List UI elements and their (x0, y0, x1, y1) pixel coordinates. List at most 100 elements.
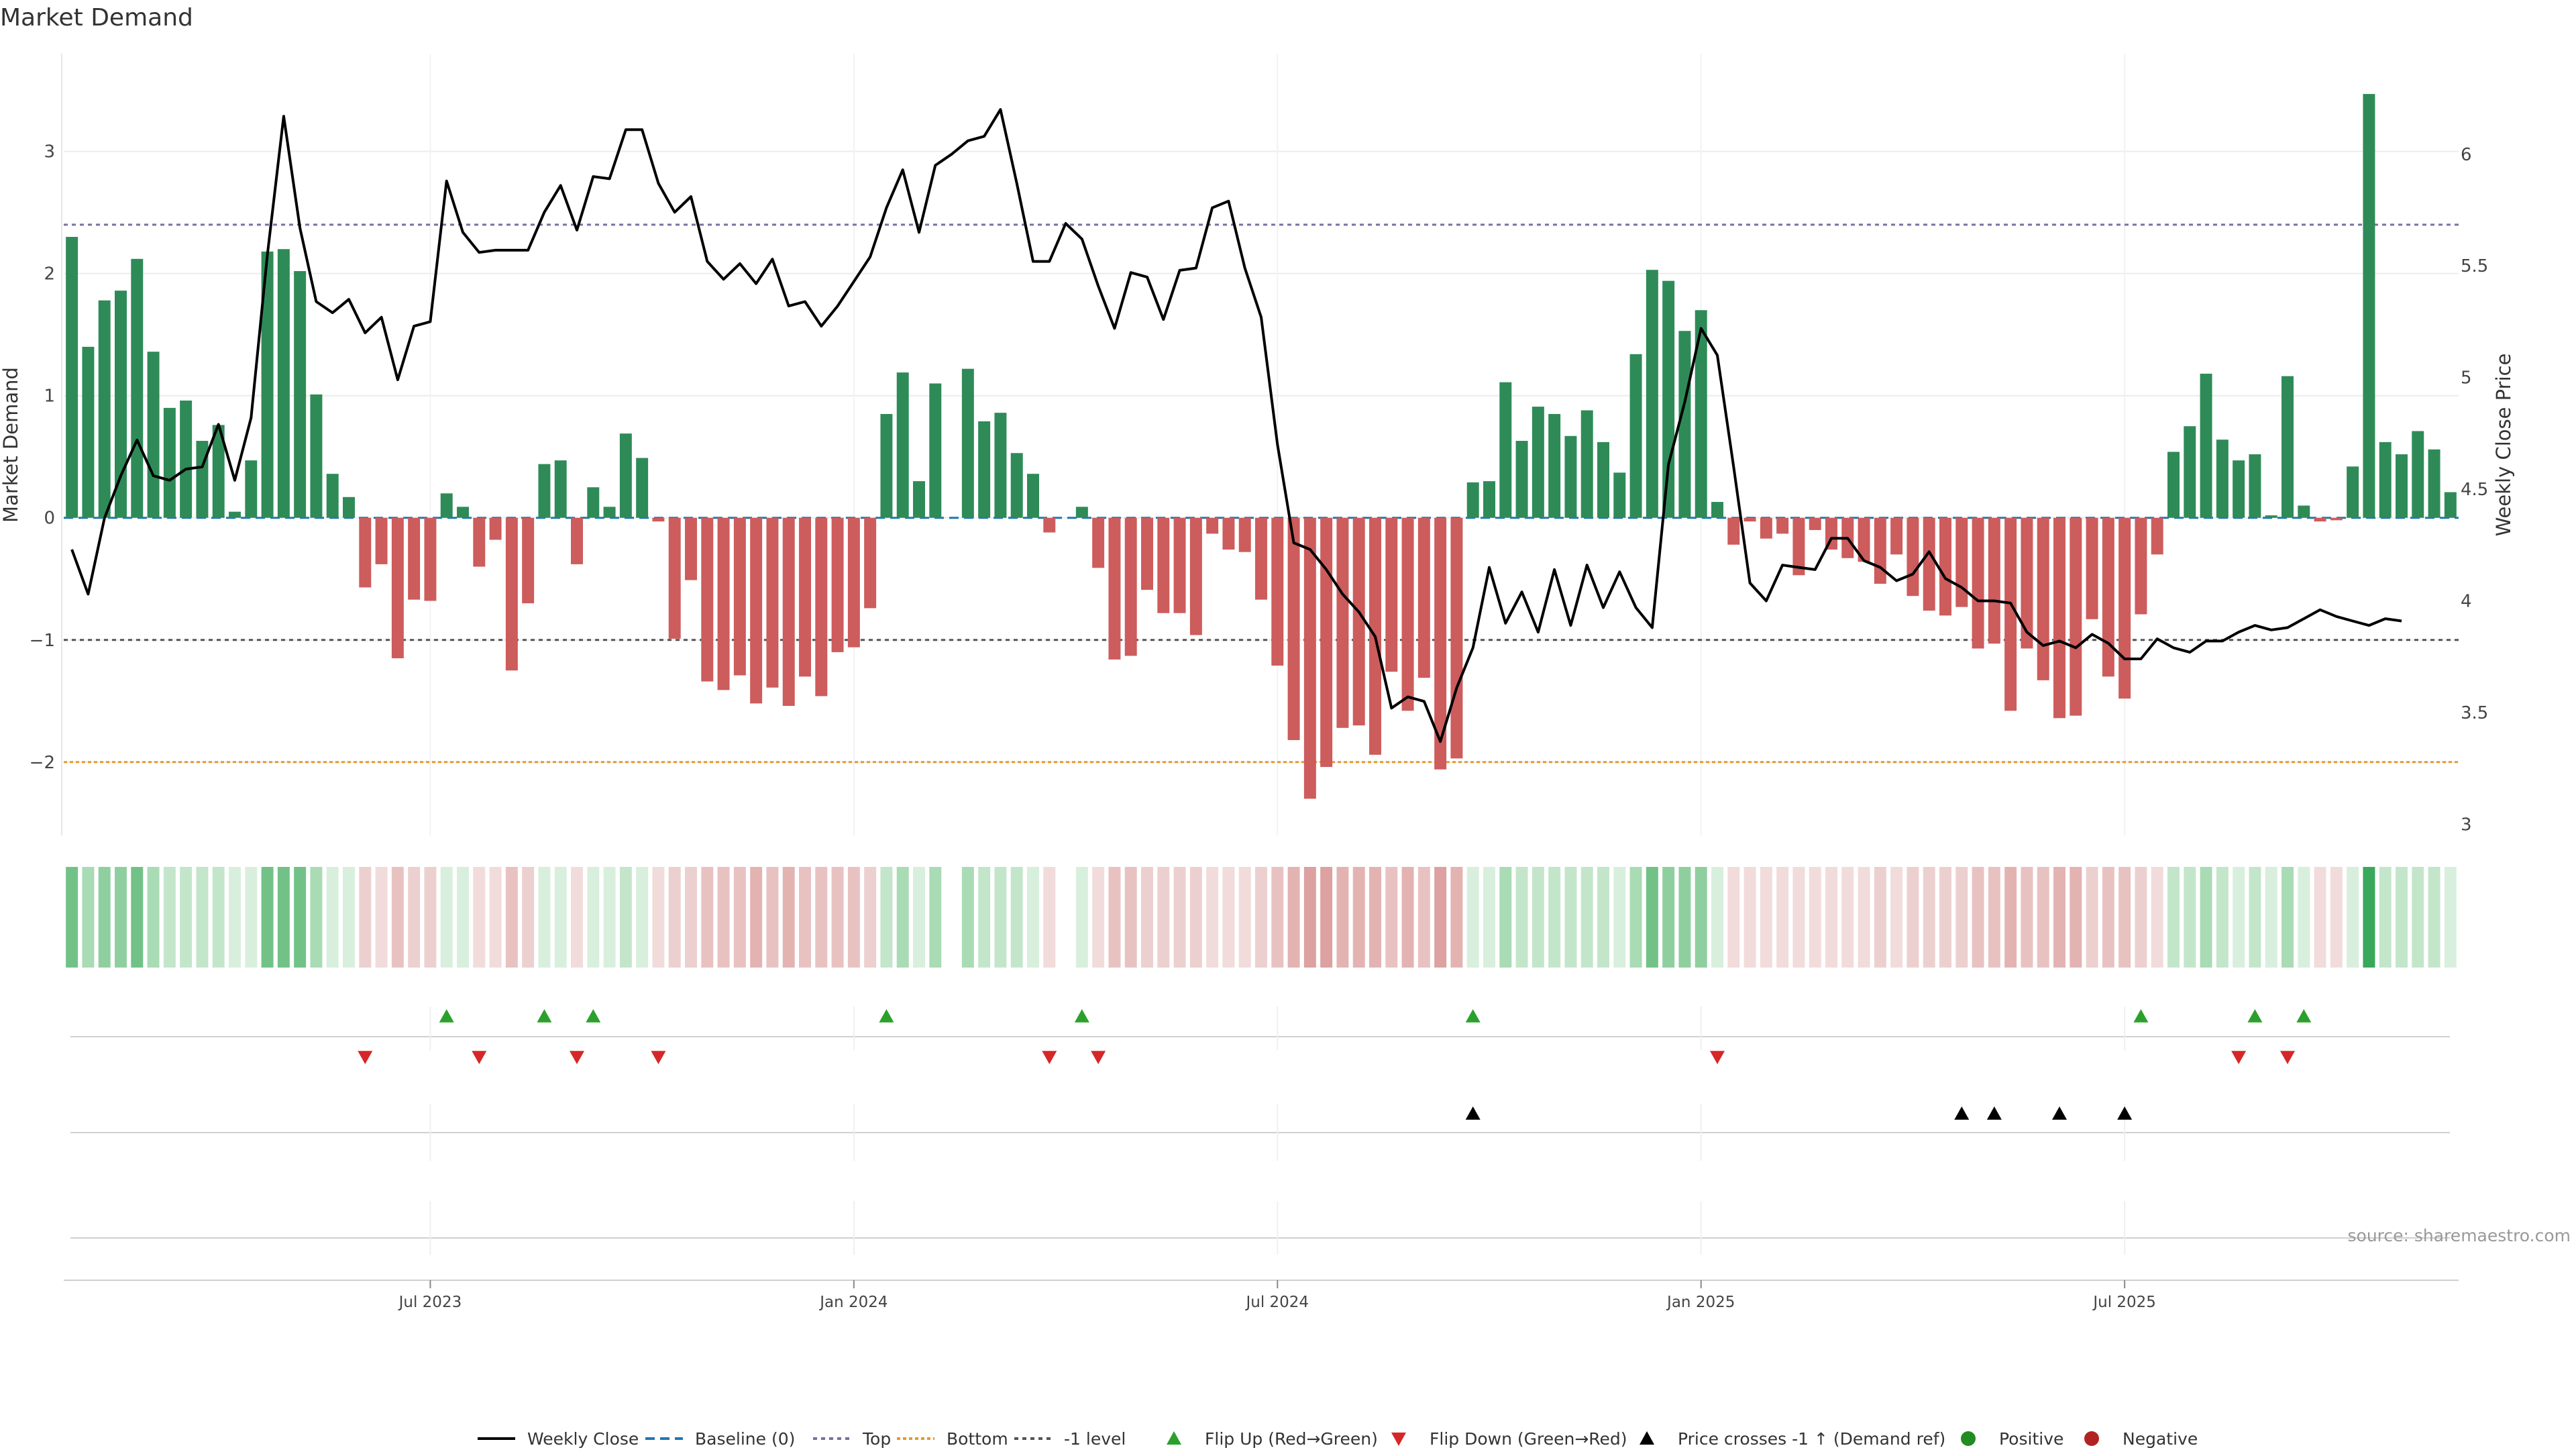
strip-cell-positive (147, 867, 160, 968)
strip-cell-positive (457, 867, 469, 968)
demand-bar-negative (2118, 517, 2131, 699)
demand-bar-positive (961, 368, 974, 518)
flip-down-marker (570, 1051, 584, 1064)
demand-bar-positive (1695, 310, 1707, 518)
demand-bar-negative (2135, 517, 2147, 615)
demand-bar-negative (1173, 517, 1186, 613)
demand-bar-positive (98, 300, 111, 518)
demand-bar-positive (978, 421, 991, 518)
strip-cell-positive (1075, 867, 1088, 968)
demand-bar-negative (1352, 517, 1365, 726)
demand-bar-positive (1629, 354, 1642, 518)
x-tick-label: Jul 2024 (1244, 1294, 1309, 1311)
demand-bar-positive (2233, 460, 2245, 518)
strip-cell-positive (277, 867, 290, 968)
demand-bar-positive (294, 271, 307, 518)
strip-cell-positive (1629, 867, 1642, 968)
strip-cell-positive (261, 867, 274, 968)
strip-cell-negative (1222, 867, 1235, 968)
legend-label-flipdown: Flip Down (Green→Red) (1430, 1429, 1627, 1449)
demand-bar-negative (505, 517, 518, 671)
demand-bar-positive (1515, 441, 1528, 518)
strip-cell-negative (2135, 867, 2147, 968)
strip-cell-negative (701, 867, 714, 968)
y-tick-label-right: 5.5 (2461, 256, 2488, 276)
strip-cell-positive (66, 867, 78, 968)
demand-bar-positive (1010, 453, 1023, 518)
strip-cell-negative (1385, 867, 1398, 968)
legend-label-top: Top (862, 1429, 891, 1449)
strip-cell-positive (2233, 867, 2245, 968)
demand-bar-negative (1189, 517, 1202, 635)
strip-cell-negative (1189, 867, 1202, 968)
legend-swatch-price-cross (1640, 1431, 1654, 1445)
strip-cell-negative (1939, 867, 1951, 968)
strip-cell-negative (1776, 867, 1789, 968)
strip-cell-negative (1858, 867, 1870, 968)
demand-bar-positive (212, 425, 225, 518)
demand-bar-negative (2037, 517, 2049, 680)
demand-bar-negative (1385, 517, 1398, 672)
demand-bar-negative (864, 517, 877, 609)
strip-cell-negative (489, 867, 502, 968)
strip-cell-positive (913, 867, 925, 968)
legend-swatch-flip-down (1391, 1433, 1406, 1446)
strip-cell-negative (1141, 867, 1153, 968)
demand-bar-positive (2363, 94, 2375, 518)
strip-cell-negative (571, 867, 583, 968)
demand-bar-positive (1532, 407, 1544, 518)
demand-bar-negative (1271, 517, 1284, 666)
demand-bar-positive (2347, 466, 2359, 518)
demand-bar-negative (847, 517, 860, 647)
strip-cell-negative (685, 867, 697, 968)
demand-bar-negative (391, 517, 404, 659)
strip-cell-positive (1532, 867, 1544, 968)
demand-bar-positive (538, 464, 551, 518)
strip-cell-negative (1206, 867, 1219, 968)
strip-cell-negative (1907, 867, 1919, 968)
strip-cell-positive (554, 867, 567, 968)
strip-cell-positive (326, 867, 339, 968)
strip-cell-negative (2053, 867, 2065, 968)
demand-bar-positive (277, 249, 290, 518)
demand-bar-negative (1401, 517, 1414, 711)
strip-cell-negative (1825, 867, 1837, 968)
strip-cell-positive (1646, 867, 1658, 968)
demand-bar-negative (2086, 517, 2098, 619)
strip-cell-positive (1711, 867, 1723, 968)
demand-bar-negative (1923, 517, 1935, 611)
strip-cell-positive (2428, 867, 2440, 968)
strip-cell-negative (2330, 867, 2343, 968)
flip-down-marker (1042, 1051, 1057, 1064)
flip-up-marker (2247, 1009, 2263, 1023)
strip-cell-positive (1597, 867, 1609, 968)
demand-bar-positive (2167, 452, 2180, 518)
demand-bar-positive (2249, 454, 2261, 518)
strip-cell-negative (1841, 867, 1854, 968)
strip-cell-negative (1792, 867, 1805, 968)
event-markers: Jul 2023 Jan 2024 Jul 2024 Jan 2025 Jul 2025 (64, 1006, 2459, 1311)
axes: 3 2 1 0 −1 −2 6 5.5 5 4.5 4 3.5 3 (30, 54, 2488, 835)
demand-bar-positive (896, 372, 909, 518)
x-tick-label: Jul 2023 (398, 1294, 462, 1311)
demand-bar-positive (1483, 481, 1495, 518)
strip-cell-negative (522, 867, 535, 968)
strip-cell-negative (1923, 867, 1935, 968)
strip-cell-positive (961, 867, 974, 968)
demand-bar-positive (1548, 413, 1561, 518)
strip-cell-negative (1972, 867, 1984, 968)
strip-cell-negative (1124, 867, 1137, 968)
strip-cell-positive (1678, 867, 1691, 968)
demand-bar-positive (636, 458, 649, 518)
flip-up-marker (2296, 1009, 2312, 1023)
y-tick-label-right: 6 (2461, 145, 2472, 165)
demand-bar-positive (2282, 376, 2294, 518)
strip-cell-positive (294, 867, 307, 968)
chart-title: Market Demand (0, 4, 193, 32)
demand-bar-negative (1858, 517, 1870, 562)
demand-bar-positive (880, 413, 893, 518)
strip-cell-positive (2200, 867, 2212, 968)
demand-bar-negative (782, 517, 795, 707)
